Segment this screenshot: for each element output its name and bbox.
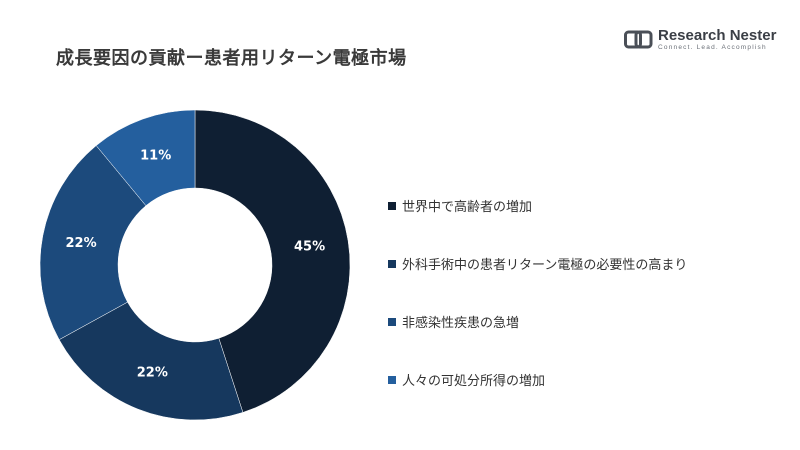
slice-value-label-3: 22% xyxy=(65,236,96,251)
donut-slices xyxy=(39,109,351,421)
logo-name: Research Nester xyxy=(658,27,777,44)
donut-slice-1 xyxy=(194,109,351,413)
logo-mark-icon xyxy=(624,30,653,49)
legend-item-2: 外科手術中の患者リターン電極の必要性の高まり xyxy=(388,254,687,273)
logo-tagline: Connect. Lead. Accomplish xyxy=(658,44,767,51)
slice-value-label-2: 22% xyxy=(137,365,168,380)
slice-value-label-1: 45% xyxy=(294,239,325,254)
legend-item-3: 非感染性疾患の急増 xyxy=(388,312,519,331)
donut-slice-2 xyxy=(58,301,244,421)
chart-title: 成長要因の貢献ー患者用リターン電極市場 xyxy=(56,48,407,69)
legend-swatch-1 xyxy=(388,201,396,210)
legend-label-4: 人々の可処分所得の増加 xyxy=(402,374,546,389)
legend-label-2: 外科手術中の患者リターン電極の必要性の高まり xyxy=(402,258,688,273)
research-nester-logo: Research Nester Connect. Lead. Accomplis… xyxy=(624,27,777,55)
legend-swatch-2 xyxy=(388,259,396,268)
donut-slice-3 xyxy=(39,145,147,341)
legend-item-4: 人々の可処分所得の増加 xyxy=(388,370,545,389)
donut-slice-4 xyxy=(95,109,196,207)
legend-swatch-4 xyxy=(388,375,396,384)
legend-swatch-3 xyxy=(388,317,396,326)
slice-value-label-4: 11% xyxy=(140,148,171,163)
legend-label-1: 世界中で高齢者の増加 xyxy=(402,200,533,215)
slice-labels: 45% 22% 22% 11% xyxy=(65,148,325,380)
legend-item-1: 世界中で高齢者の増加 xyxy=(388,196,532,215)
legend-label-3: 非感染性疾患の急増 xyxy=(402,316,520,331)
